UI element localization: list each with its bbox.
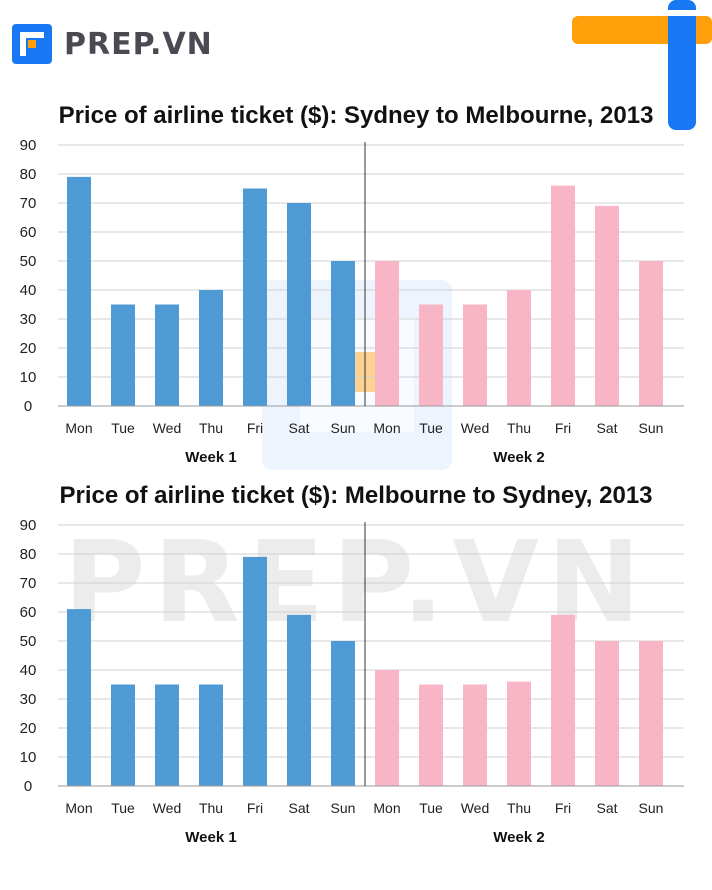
brand-name: PREP.VN xyxy=(64,26,213,62)
bar xyxy=(243,188,267,406)
x-tick-label: Tue xyxy=(111,420,135,436)
x-tick-label: Sat xyxy=(596,800,617,816)
chart-2: 0 10 20 30 40 50 60 70 80 90 Mon Tue Wed Thu Fri Sat Sun… xyxy=(20,517,684,846)
bar xyxy=(331,641,355,786)
y-tick-label: 0 xyxy=(24,398,32,415)
x-tick-label: Sun xyxy=(331,420,356,436)
x-tick-label: Mon xyxy=(65,420,92,436)
bar xyxy=(463,304,487,406)
x-tick-label: Wed xyxy=(461,800,490,816)
y-tick-label: 90 xyxy=(20,517,37,534)
x-tick-label: Fri xyxy=(555,800,571,816)
x-tick-label: Thu xyxy=(199,800,223,816)
x-tick-label: Sat xyxy=(288,800,309,816)
x-tick-label: Sat xyxy=(596,420,617,436)
group-label: Week 1 xyxy=(185,449,236,466)
y-tick-label: 20 xyxy=(20,340,37,357)
bar xyxy=(111,304,135,406)
x-tick-label: Mon xyxy=(65,800,92,816)
y-tick-label: 10 xyxy=(20,369,37,386)
bar xyxy=(199,290,223,406)
group-label: Week 1 xyxy=(185,829,236,846)
bar xyxy=(507,290,531,406)
x-tick-label: Tue xyxy=(419,420,443,436)
y-tick-label: 60 xyxy=(20,604,37,621)
bar xyxy=(419,304,443,406)
y-tick-label: 60 xyxy=(20,224,37,241)
x-tick-label: Mon xyxy=(373,420,400,436)
bar xyxy=(199,684,223,786)
bar xyxy=(551,614,575,786)
bar xyxy=(287,614,311,786)
y-tick-label: 70 xyxy=(20,575,37,592)
x-tick-label: Sun xyxy=(331,800,356,816)
x-tick-label: Fri xyxy=(555,420,571,436)
x-tick-label: Tue xyxy=(111,800,135,816)
bar xyxy=(463,684,487,786)
x-tick-label: Wed xyxy=(461,420,490,436)
x-tick-label: Mon xyxy=(373,800,400,816)
bar xyxy=(287,203,311,406)
chart-1: 0 10 20 30 40 50 60 70 80 90 Mon Tue Wed Thu Fri Sat Sun… xyxy=(20,137,684,466)
y-tick-label: 10 xyxy=(20,749,37,766)
y-tick-label: 90 xyxy=(20,137,37,154)
bar xyxy=(375,261,399,406)
group-label: Week 2 xyxy=(493,829,544,846)
corner-decoration xyxy=(572,0,712,130)
bar xyxy=(155,684,179,786)
bar xyxy=(639,641,663,786)
x-tick-label: Fri xyxy=(247,800,263,816)
x-tick-label: Sun xyxy=(639,800,664,816)
x-tick-label: Sat xyxy=(288,420,309,436)
y-tick-label: 50 xyxy=(20,253,37,270)
bar xyxy=(595,641,619,786)
y-tick-label: 50 xyxy=(20,633,37,650)
y-tick-label: 40 xyxy=(20,282,37,299)
bar xyxy=(155,304,179,406)
group-label: Week 2 xyxy=(493,449,544,466)
prep-logo-icon xyxy=(12,24,52,64)
y-tick-label: 30 xyxy=(20,691,37,708)
x-tick-label: Wed xyxy=(153,420,182,436)
y-tick-label: 30 xyxy=(20,311,37,328)
chart-2-title: Price of airline ticket ($): Melbourne t… xyxy=(59,482,653,509)
x-tick-label: Thu xyxy=(507,420,531,436)
bar xyxy=(595,205,619,406)
bar xyxy=(507,681,531,786)
bar xyxy=(331,261,355,406)
x-tick-label: Thu xyxy=(507,800,531,816)
x-tick-label: Sun xyxy=(639,420,664,436)
bar xyxy=(551,185,575,406)
bar xyxy=(639,261,663,406)
x-tick-label: Wed xyxy=(153,800,182,816)
y-tick-label: 70 xyxy=(20,195,37,212)
bar xyxy=(111,684,135,786)
y-tick-label: 40 xyxy=(20,662,37,679)
bar xyxy=(243,556,267,786)
x-tick-label: Tue xyxy=(419,800,443,816)
bar xyxy=(67,609,91,786)
y-tick-label: 80 xyxy=(20,546,37,563)
bar xyxy=(375,670,399,786)
bar xyxy=(419,684,443,786)
x-tick-label: Fri xyxy=(247,420,263,436)
y-tick-label: 20 xyxy=(20,720,37,737)
y-tick-label: 0 xyxy=(24,778,32,795)
chart-1-title: Price of airline ticket ($): Sydney to M… xyxy=(58,102,654,129)
prep-logo[interactable]: PREP.VN xyxy=(10,22,213,66)
bar xyxy=(67,176,91,406)
x-tick-label: Thu xyxy=(199,420,223,436)
y-tick-label: 80 xyxy=(20,166,37,183)
